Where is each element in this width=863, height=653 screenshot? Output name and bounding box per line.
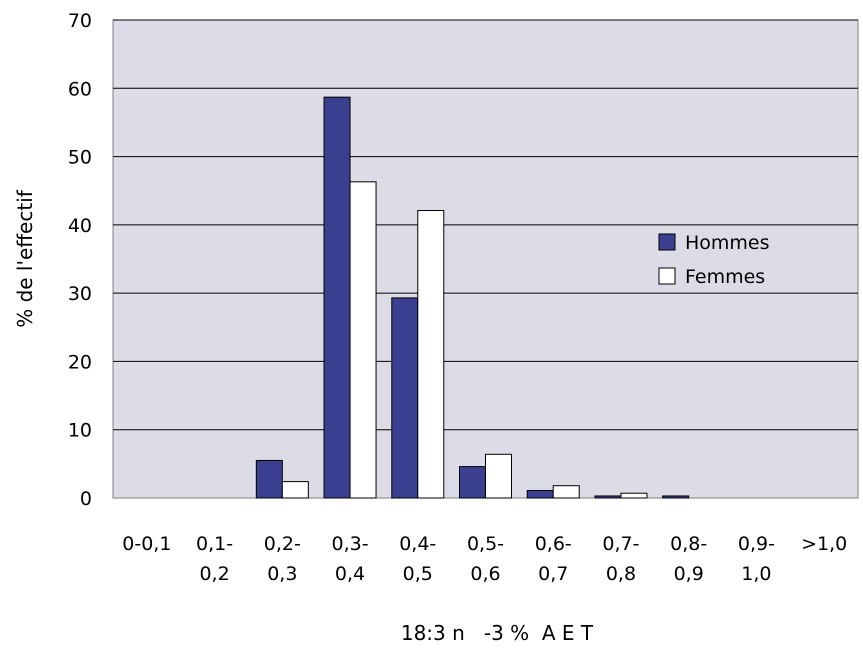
gridlines — [113, 19, 858, 499]
plot-area — [112, 19, 859, 499]
x-tick-label: 0,8 — [606, 563, 636, 585]
x-tick-label: 0,1- — [196, 533, 233, 555]
y-tick-labels: 0 10 20 30 40 50 60 70 — [68, 10, 92, 510]
x-tick-label: 1,0 — [741, 563, 771, 585]
y-tick-label: 30 — [68, 283, 92, 305]
x-tick-labels: 0-0,1 0,1- 0,2 0,2- 0,3 0,3- 0,4 0,4- 0,5 0,5- 0,6… — [122, 533, 847, 585]
x-tick-label: 0,5 — [403, 563, 433, 585]
y-tick-label: 10 — [68, 420, 92, 442]
x-tick-label: 0,6 — [470, 563, 500, 585]
x-tick-label: 0,5- — [467, 533, 504, 555]
legend-swatch-hommes — [658, 233, 676, 251]
bar-hommes — [391, 297, 419, 499]
x-tick-label: 0,9 — [674, 563, 704, 585]
bar-hommes — [526, 489, 554, 499]
y-tick-label: 60 — [68, 78, 92, 100]
bar-hommes — [662, 495, 690, 499]
legend-swatch-femmes — [658, 267, 676, 285]
x-tick-label: 0,4- — [399, 533, 436, 555]
y-axis-title: % de l'effectif — [13, 189, 37, 328]
x-tick-label: 0,2 — [199, 563, 229, 585]
x-tick-label: 0,7 — [538, 563, 568, 585]
x-tick-label: 0,3 — [267, 563, 297, 585]
bar-femmes — [281, 481, 309, 499]
bar-femmes — [620, 492, 648, 499]
x-tick-label: 0,2- — [264, 533, 301, 555]
bar-femmes — [349, 181, 377, 499]
x-axis-title: 18:3 n -3 % A E T — [401, 621, 594, 645]
y-tick-label: 0 — [80, 488, 92, 510]
x-tick-label: 0-0,1 — [122, 533, 171, 555]
bars — [255, 96, 690, 499]
legend-label-femmes: Femmes — [685, 266, 765, 288]
y-tick-label: 40 — [68, 215, 92, 237]
y-tick-label: 70 — [68, 10, 92, 32]
y-tick-label: 20 — [68, 351, 92, 373]
x-tick-label: 0,7- — [602, 533, 639, 555]
bar-femmes — [417, 210, 445, 499]
bar-femmes — [485, 453, 512, 499]
bar-femmes — [552, 485, 580, 499]
x-tick-label: >1,0 — [801, 533, 847, 555]
x-tick-label: 0,3- — [332, 533, 369, 555]
legend: Hommes Femmes — [658, 232, 770, 288]
bar-hommes — [255, 459, 283, 499]
bar-hommes — [594, 495, 622, 499]
y-tick-label: 50 — [68, 147, 92, 169]
x-tick-label: 0,8- — [670, 533, 707, 555]
bar-hommes — [323, 96, 351, 499]
x-tick-label: 0,9- — [738, 533, 775, 555]
legend-label-hommes: Hommes — [685, 232, 770, 254]
bar-hommes — [459, 466, 486, 499]
x-tick-label: 0,6- — [535, 533, 572, 555]
x-tick-label: 0,4 — [335, 563, 365, 585]
